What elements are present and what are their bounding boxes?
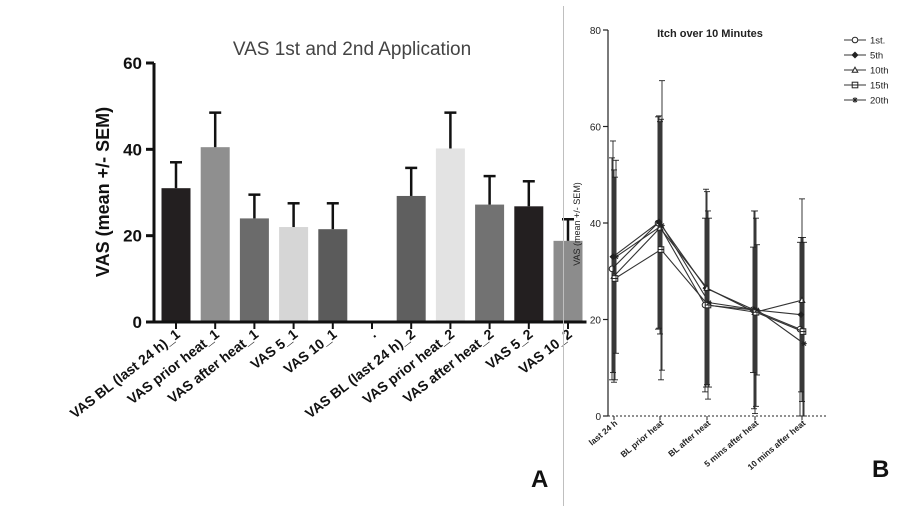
data-point [851,66,859,73]
y-tick-label: 60 [590,123,602,134]
x-tick-label: BL prior heat [618,418,665,460]
y-tick-label: 80 [590,26,602,37]
legend-label: 10th [870,66,889,77]
x-tick-label: last 24 h [587,418,619,448]
panel-divider [563,6,564,506]
y-axis-label: VAS (mean +/- SEM) [93,107,113,277]
y-axis-label: VAS (mean +/- SEM) [572,182,582,266]
data-point [659,222,665,229]
y-tick-label: 40 [590,219,602,230]
y-tick-label: 20 [123,227,142,246]
data-point [851,36,859,44]
bar [396,195,426,322]
chart-title: Itch over 10 Minutes [657,28,763,40]
y-tick-label: 0 [133,313,142,332]
bar [475,204,505,322]
data-point [801,340,807,347]
bar [553,240,583,322]
line-chart-panel: Itch over 10 Minutes VAS (mean +/- SEM) 0 2… [572,26,889,472]
panel-label-b: B [872,456,890,483]
series-20th [613,80,807,417]
bar [161,188,191,322]
legend-label: 20th [870,96,889,107]
data-point [851,51,859,59]
bar [318,229,348,322]
legend-label: 1st. [870,36,885,47]
bar [435,148,465,322]
bar-chart-panel: VAS 1st and 2nd Application VAS (mean +/-… [67,39,587,421]
bar [279,227,309,322]
legend-label: 5th [870,51,883,62]
x-tick-label: BL after heat [666,418,712,459]
y-tick-label: 40 [123,140,142,159]
chart-title: VAS 1st and 2nd Application [233,39,471,60]
y-tick-label: 20 [590,316,602,327]
data-point [852,97,858,103]
bar [514,206,544,322]
series-line [615,224,805,345]
y-tick-label: 0 [595,412,601,423]
legend-label: 15th [870,81,889,92]
bar [200,147,230,322]
data-point [613,253,619,260]
data-point [754,307,760,313]
data-point [706,299,712,306]
y-tick-label: 60 [123,54,142,73]
panel-label-a: A [531,466,549,493]
bar [239,218,269,322]
